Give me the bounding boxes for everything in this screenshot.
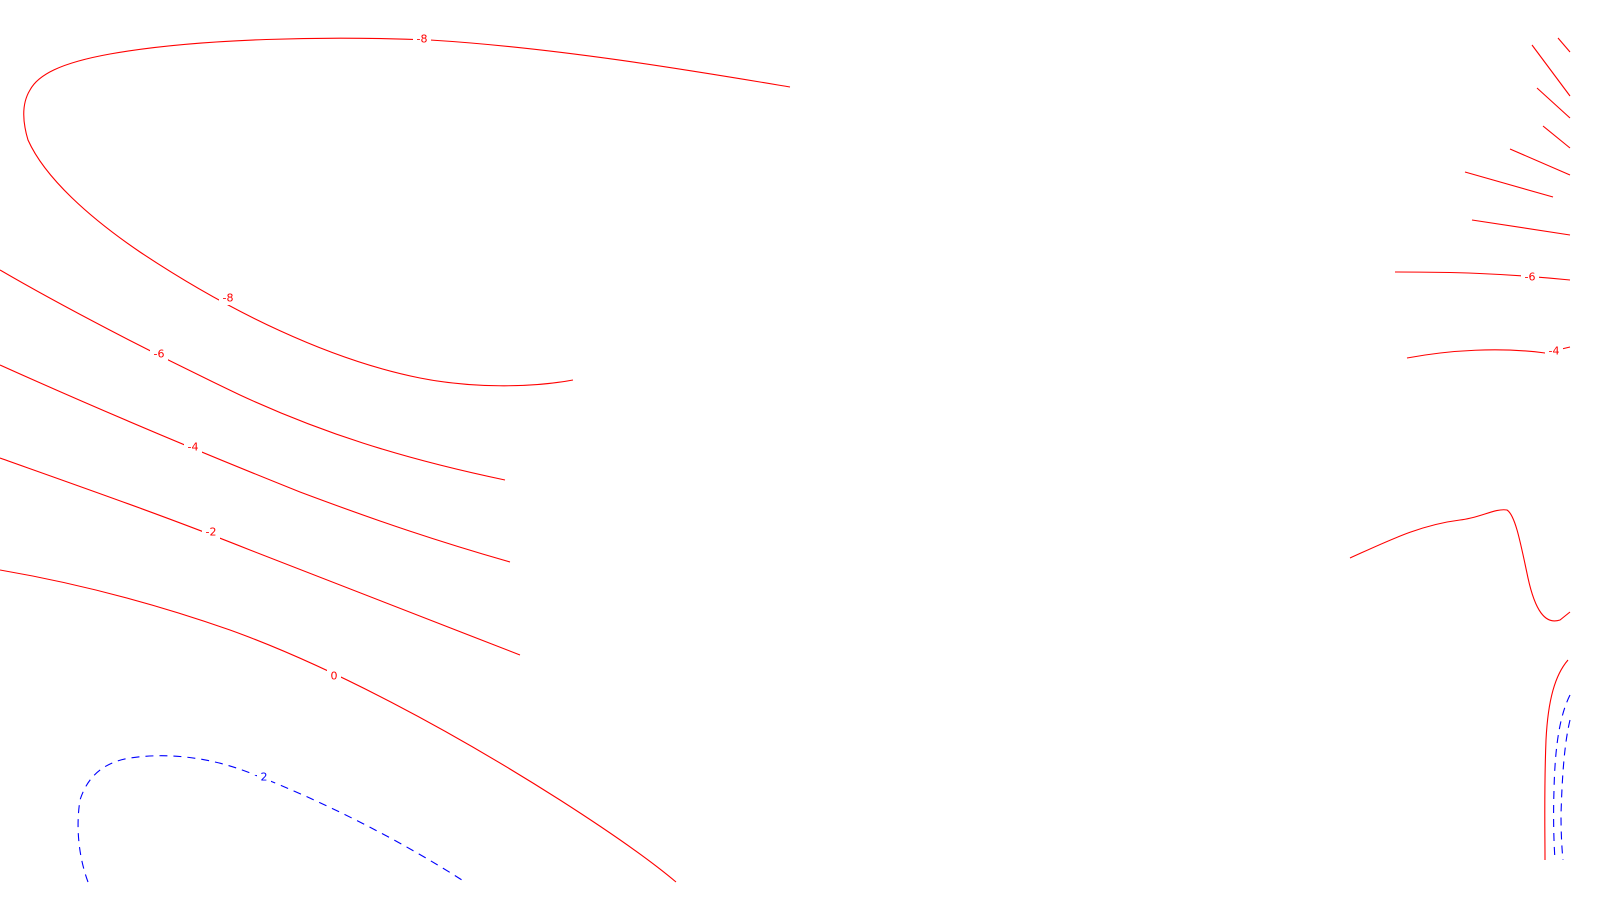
contour-line-segment xyxy=(1509,148,1571,176)
contour-line-level-minus6-right xyxy=(1394,271,1571,281)
contour-line-segment xyxy=(1531,44,1571,97)
contour-label: -4 xyxy=(1549,345,1560,358)
contour-label: 0 xyxy=(331,670,338,683)
contour-line-right-edge-dashed-1 xyxy=(1553,694,1571,861)
contour-line-segment xyxy=(1536,87,1571,119)
contour-label: -4 xyxy=(188,441,199,454)
contour-line-segment xyxy=(1542,125,1571,149)
contour-label: -2 xyxy=(206,526,217,539)
contour-label: -8 xyxy=(417,33,428,46)
contour-line-right-edge-dashed-2 xyxy=(1560,719,1571,861)
contour-line-level-minus4 xyxy=(0,364,511,563)
contour-line-level-minus6 xyxy=(0,269,506,481)
contour-line-level-minus8 xyxy=(23,37,791,387)
contour-label: -8 xyxy=(223,292,234,305)
contour-line-level-minus2 xyxy=(0,457,521,656)
contour-label: -6 xyxy=(1525,271,1536,284)
contour-line-segment xyxy=(1557,37,1571,53)
contour-label: -6 xyxy=(154,348,165,361)
contour-line-segment xyxy=(1464,171,1554,198)
contour-line-segment xyxy=(1471,219,1571,236)
contour-line-level-plus2 xyxy=(77,755,466,883)
contour-line-right-edge-solid xyxy=(1544,659,1569,861)
contour-line-level-minus4-right xyxy=(1406,346,1571,359)
contour-label: 2 xyxy=(261,771,268,784)
contour-line-level-zero xyxy=(0,569,677,883)
contour-labels: -8 -8 -6 -4 -2 0 2 -6 -4 xyxy=(150,32,1563,784)
contour-line-right-wave xyxy=(1349,509,1571,622)
